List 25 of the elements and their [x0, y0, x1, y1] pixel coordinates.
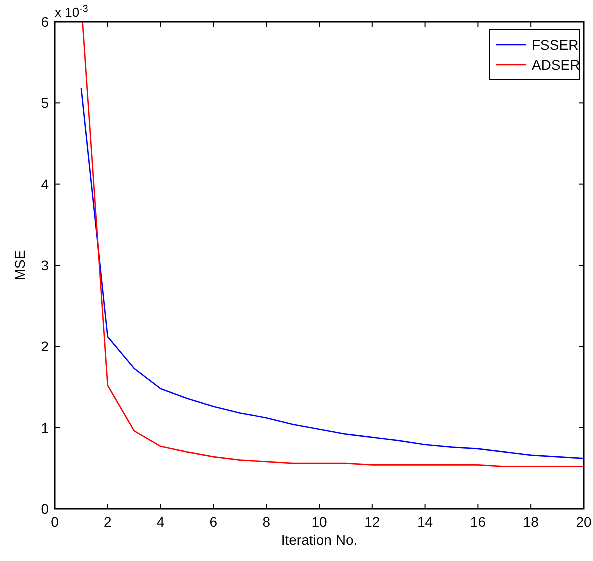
x-tick-label: 20 [576, 514, 592, 530]
x-tick-label: 12 [364, 514, 380, 530]
y-tick-label: 0 [41, 501, 50, 517]
y-tick-label: 5 [41, 95, 50, 112]
x-tick-label: 6 [210, 514, 218, 530]
line-series [82, 22, 584, 468]
x-tick-label: 18 [523, 514, 540, 530]
x-tick-label: 8 [262, 514, 271, 530]
legend-label: ADSER [532, 57, 580, 73]
x-tick-label: 10 [312, 514, 328, 530]
legend-label: FSSER [532, 37, 579, 53]
y-tick-label: 1 [41, 420, 50, 436]
x-tick-label: 0 [51, 514, 60, 530]
x-tick-label: 14 [418, 514, 434, 530]
y-tick-label: 6 [41, 14, 50, 30]
x-axis-title: Iteration No. [281, 532, 358, 548]
y-axis-title: MSE [12, 250, 28, 281]
x-tick-label: 2 [104, 514, 112, 530]
y-tick-label: 2 [41, 338, 50, 355]
x-tick-label: 16 [470, 514, 486, 530]
text: x 10$^{-3}$ [55, 4, 88, 20]
x-tick-label: 4 [156, 514, 165, 530]
y-tick-label: 3 [41, 258, 50, 274]
line-series [80, 88, 584, 460]
y-tick-label: 4 [41, 176, 50, 192]
